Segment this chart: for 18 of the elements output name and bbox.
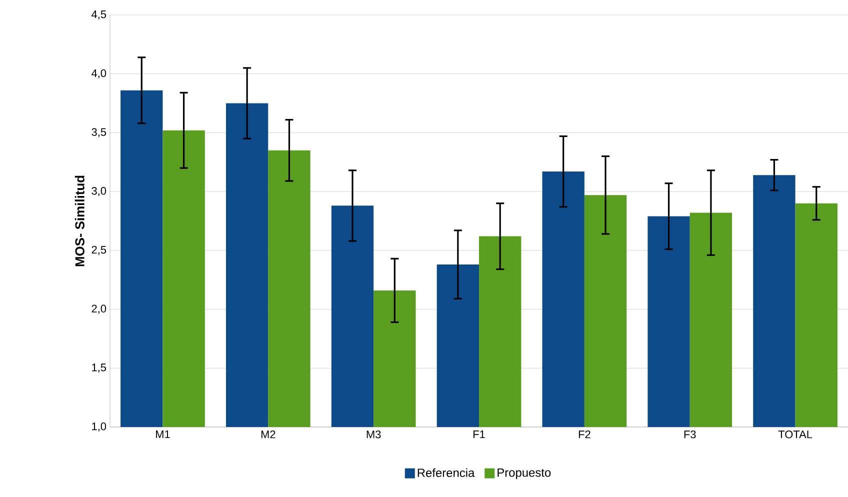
y-tick-label: 4,5 xyxy=(92,10,106,20)
y-axis-title: MOS- Similitud xyxy=(74,176,84,266)
legend-label: Propuesto xyxy=(498,468,551,480)
y-tick-label: 1,5 xyxy=(92,364,106,373)
legend-label: Referencia xyxy=(418,468,475,478)
x-tick-label: F2 xyxy=(578,430,590,438)
y-tick-label: 3,0 xyxy=(92,187,106,196)
x-tick-label: M2 xyxy=(261,430,276,438)
y-tick-label: 3,5 xyxy=(92,128,106,138)
y-tick-label: 4,0 xyxy=(92,69,106,78)
x-tick-label: F1 xyxy=(474,430,485,438)
x-tick-label: TOTAL xyxy=(778,430,812,438)
x-tick-label: M1 xyxy=(156,430,170,438)
x-tick-label: M3 xyxy=(366,430,381,438)
y-tick-label: 1,0 xyxy=(92,422,106,432)
x-tick-label: F3 xyxy=(684,430,696,438)
y-tick-label: 2,0 xyxy=(92,304,106,314)
y-tick-label: 2,5 xyxy=(92,246,106,255)
